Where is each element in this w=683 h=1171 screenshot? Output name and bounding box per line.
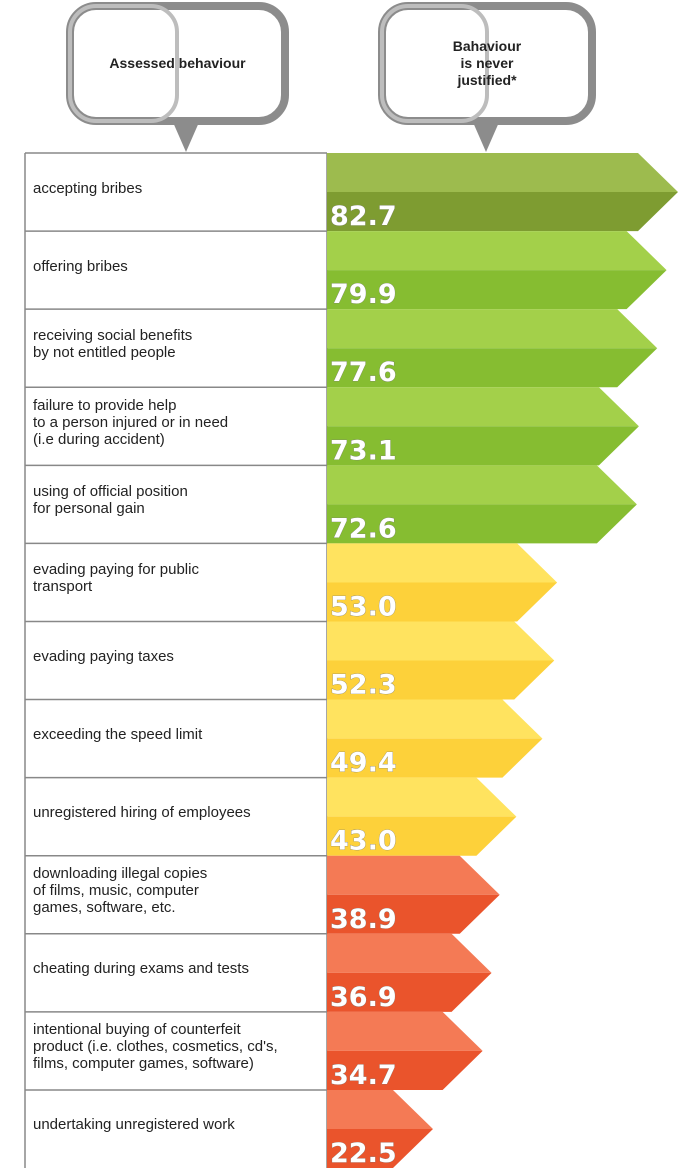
value-label: 36.9	[330, 982, 397, 1013]
category-label: cheating during exams and tests	[33, 960, 249, 978]
bar-arrow	[327, 894, 500, 934]
bar-arrow	[327, 231, 667, 271]
header-bubble	[66, 2, 289, 152]
bar-arrow	[327, 387, 639, 427]
bar-arrow	[327, 972, 492, 1012]
category-label: evading paying for public transport	[33, 561, 199, 596]
bar-arrow	[327, 699, 543, 739]
bar-arrow	[327, 348, 658, 388]
bar-arrow	[327, 621, 555, 661]
value-label: 52.3	[330, 670, 397, 701]
bar-arrow	[327, 465, 637, 505]
header: Bahaviour is never justified*	[452, 38, 522, 88]
category-label: undertaking unregistered work	[33, 1116, 235, 1134]
bar-arrow	[327, 933, 492, 973]
bar-arrow	[327, 1089, 433, 1129]
bar-arrow	[327, 1050, 483, 1090]
bar-arrow	[327, 660, 555, 700]
category-label: offering bribes	[33, 257, 128, 275]
category-label: exceeding the speed limit	[33, 726, 203, 744]
category-label: accepting bribes	[33, 179, 143, 197]
category-label: unregistered hiring of employees	[33, 804, 251, 822]
value-label: 77.6	[330, 357, 397, 388]
value-label: 73.1	[330, 435, 397, 466]
bar-arrow	[327, 1129, 433, 1169]
value-label: 38.9	[330, 904, 397, 935]
bar-arrow	[327, 816, 517, 856]
bar-arrow	[327, 855, 500, 895]
bar-arrow	[327, 543, 558, 583]
bar-arrow	[327, 1011, 483, 1051]
header-bubble	[378, 2, 596, 152]
value-label: 34.7	[330, 1060, 397, 1091]
bar-arrow	[327, 777, 517, 817]
category-label: using of official position for personal …	[33, 483, 188, 518]
bar-arrow	[327, 504, 637, 544]
value-label: 43.0	[330, 826, 397, 857]
category-label: downloading illegal copies of films, mus…	[33, 865, 208, 917]
value-label: 79.9	[330, 279, 397, 310]
category-label: receiving social benefits by not entitle…	[33, 327, 193, 362]
value-label: 49.4	[330, 748, 397, 779]
header: Assessed behaviour	[109, 55, 246, 71]
category-label: failure to provide help to a person inju…	[33, 396, 229, 448]
bar-arrow	[327, 309, 658, 349]
value-label: 53.0	[330, 591, 397, 622]
bar-arrow	[327, 426, 639, 466]
category-label: evading paying taxes	[33, 648, 174, 665]
value-label: 22.5	[330, 1138, 397, 1169]
bar-arrow	[327, 738, 543, 778]
bar-arrow	[327, 270, 667, 310]
bar-arrow	[327, 192, 678, 232]
value-label: 72.6	[330, 513, 397, 544]
bar-arrow	[327, 153, 678, 193]
category-label: intentional buying of counterfeit produc…	[33, 1021, 278, 1073]
value-label: 82.7	[330, 201, 397, 232]
bar-arrow	[327, 582, 558, 622]
